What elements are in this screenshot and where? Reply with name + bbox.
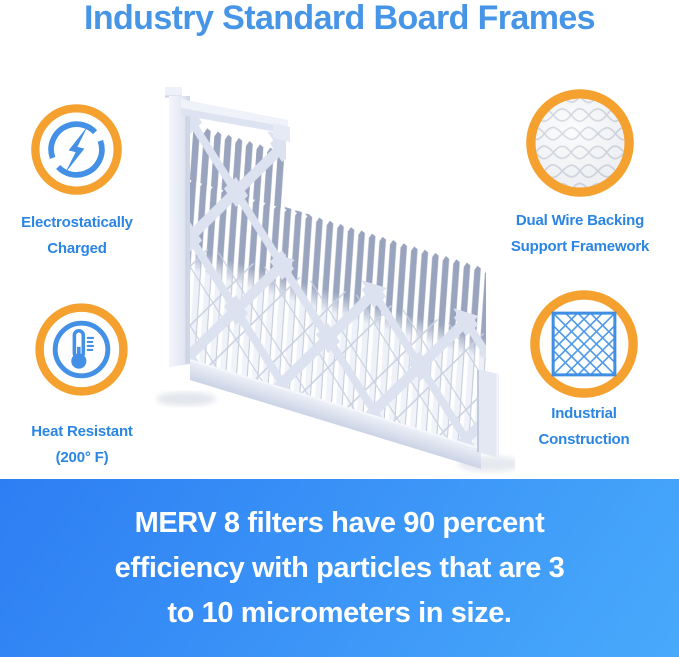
feature-label-line: (200° F) [55, 449, 109, 466]
air-filter-image [156, 87, 515, 472]
feature-label-line: Charged [47, 240, 107, 257]
frame-right-cap [477, 369, 499, 458]
feature-label-dual-wire-backing: Dual Wire Backing Support Framework [495, 208, 665, 260]
diamond-lattice-icon [530, 290, 638, 398]
lattice-nodes [190, 106, 478, 382]
frame-top-lip [273, 123, 290, 142]
feature-label-heat-resistant: Heat Resistant (200° F) [0, 419, 167, 471]
merv-info-banner: MERV 8 filters have 90 percent efficienc… [0, 479, 679, 657]
frame-bottom-rail [190, 360, 481, 469]
feature-label-line: Heat Resistant [31, 423, 133, 440]
lightning-bolt-icon [31, 104, 122, 195]
banner-line: efficiency with particles that are 3 [114, 551, 565, 584]
wire-mesh-icon [526, 89, 634, 197]
feature-label-line: Support Framework [510, 238, 650, 255]
feature-label-line: Construction [538, 431, 630, 448]
thermometer-icon [35, 303, 128, 396]
feature-label-electrostatically-charged: Electrostatically Charged [0, 210, 162, 262]
page-title: Industry Standard Board Frames [83, 0, 596, 37]
banner-line: MERV 8 filters have 90 percent [134, 506, 545, 539]
banner-line: to 10 micrometers in size. [167, 596, 512, 629]
filter-shadow [156, 392, 216, 406]
feature-label-industrial-construction: Industrial Construction [499, 401, 669, 453]
feature-label-line: Dual Wire Backing [515, 212, 645, 229]
feature-label-line: Industrial [551, 405, 617, 422]
feature-label-line: Electrostatically [21, 214, 133, 231]
frame-left-post [169, 96, 190, 367]
frame-top-rail [181, 99, 288, 127]
frame-corner-cap [165, 87, 182, 97]
filter-media [190, 106, 486, 469]
